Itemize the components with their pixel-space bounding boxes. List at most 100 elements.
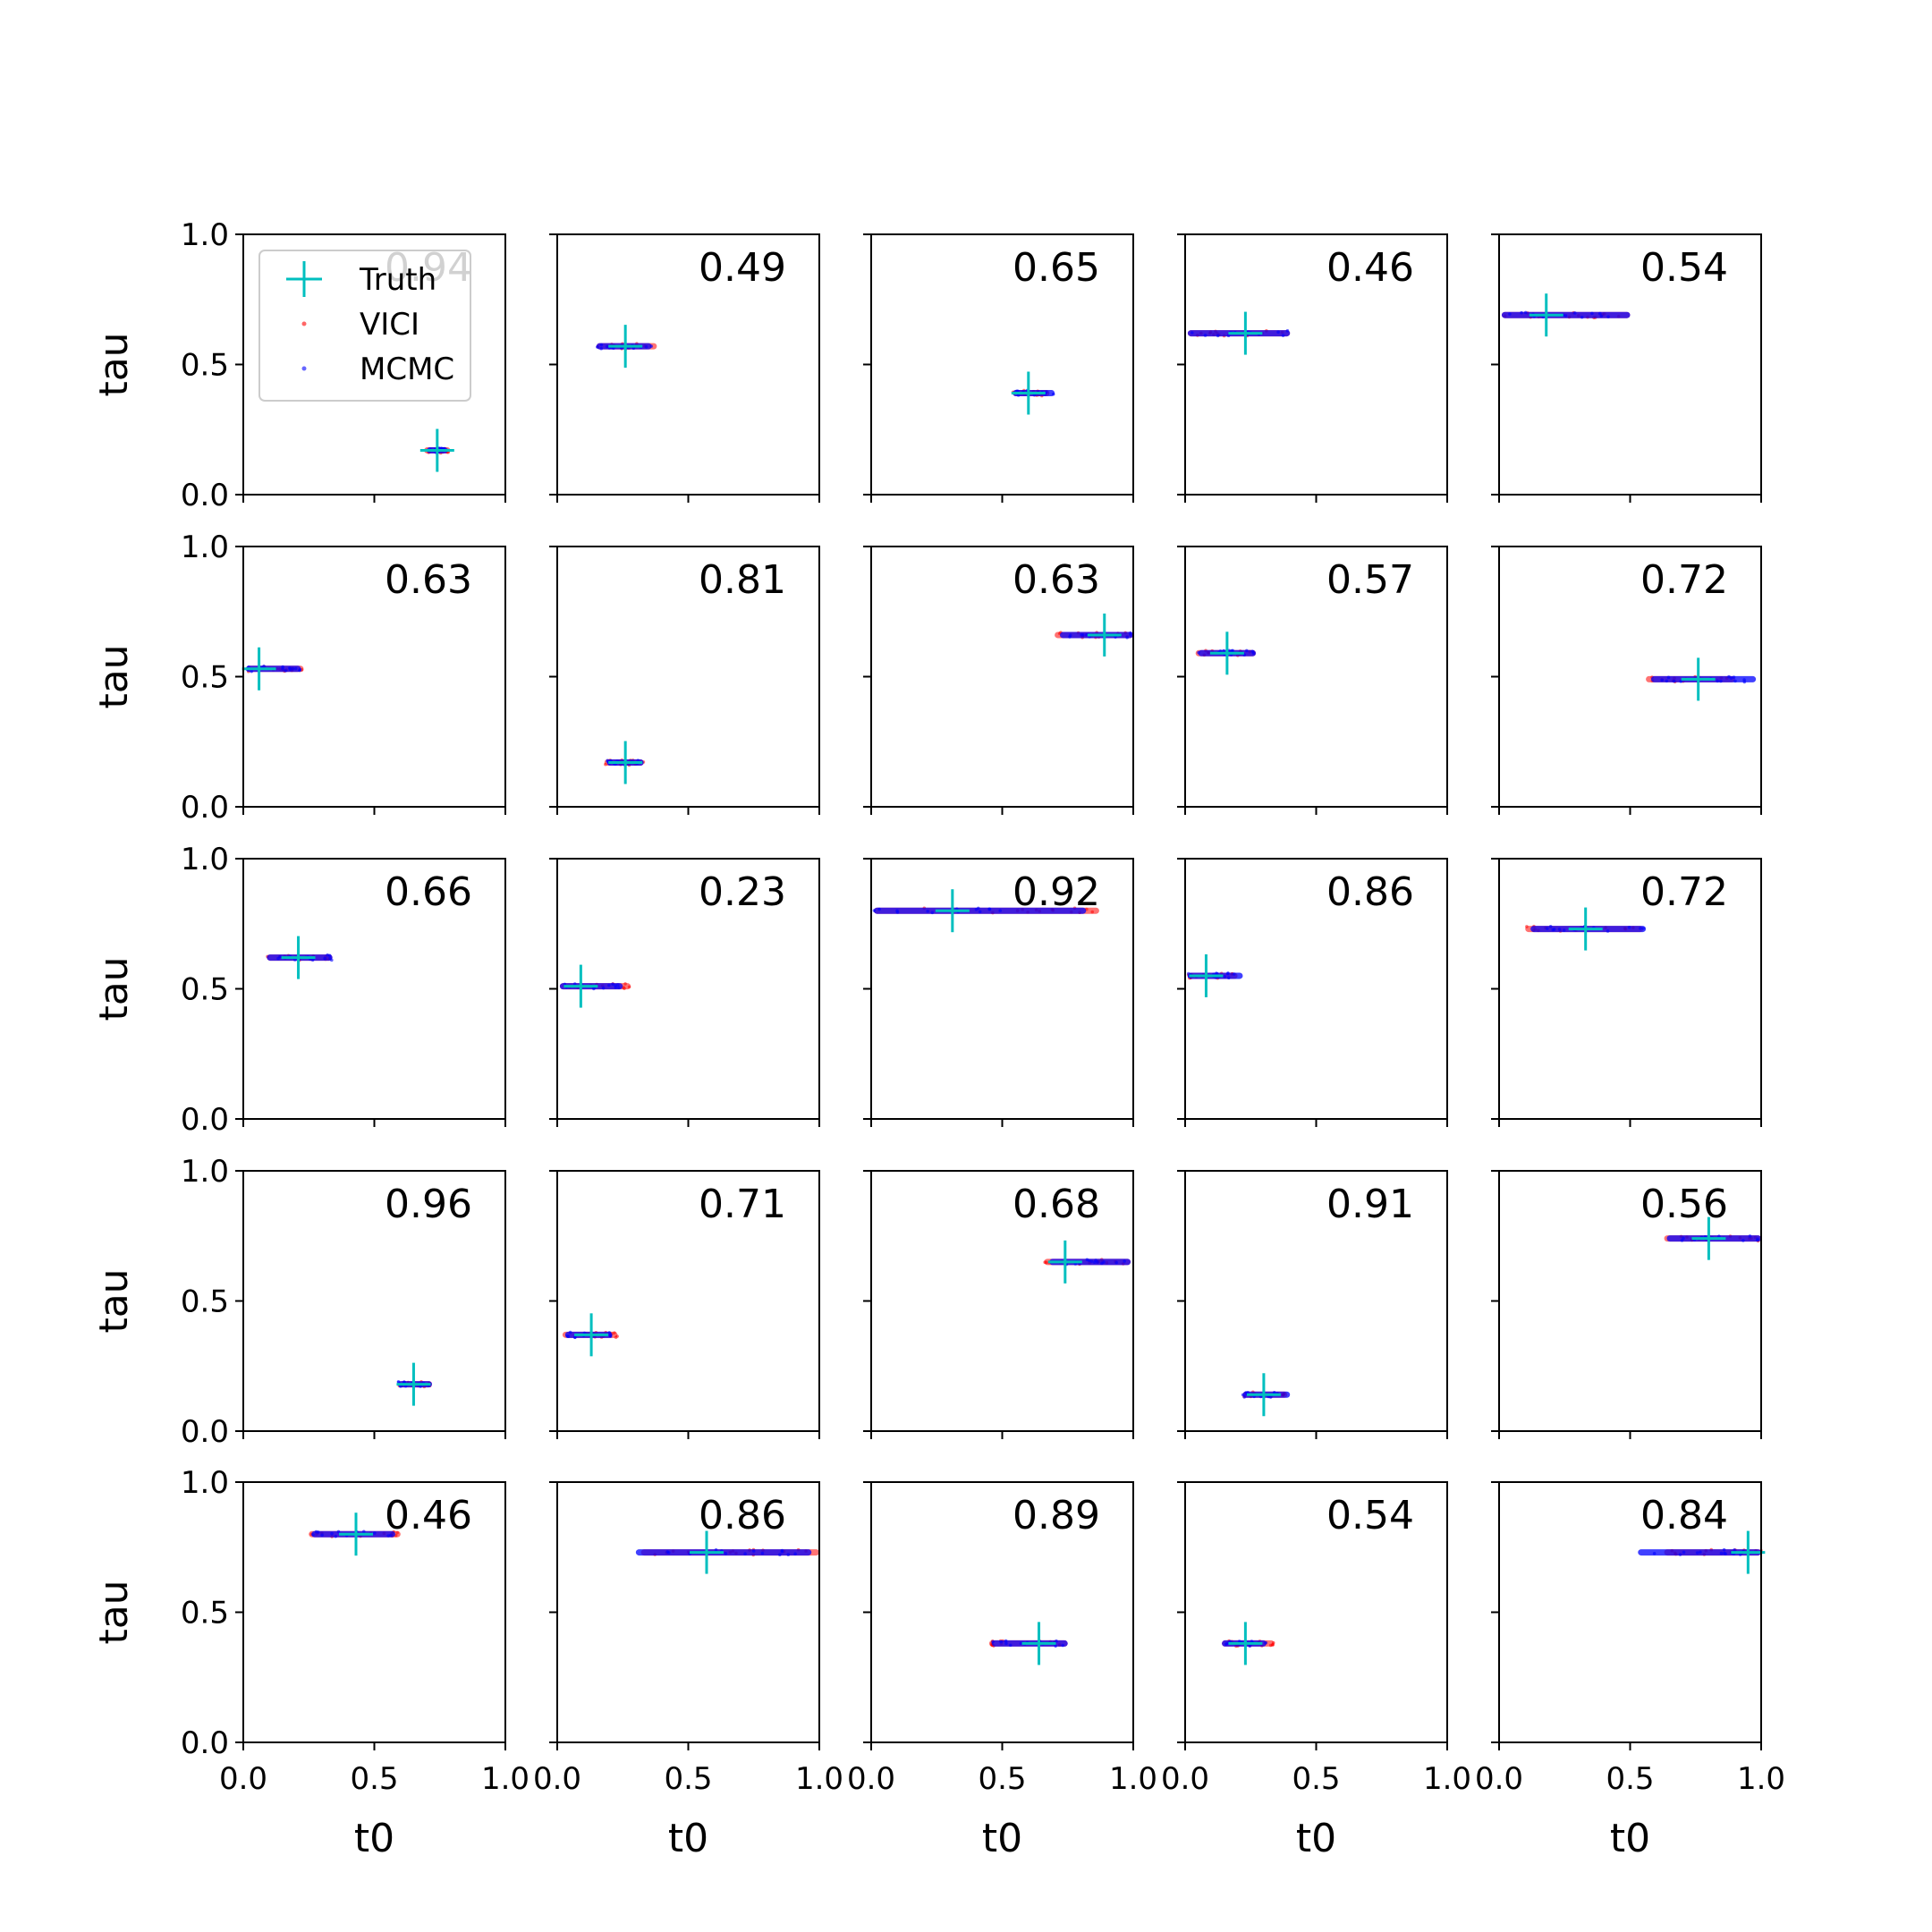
mcmc-sample-point	[1572, 311, 1577, 315]
mcmc-sample-point	[1272, 1390, 1276, 1394]
mcmc-sample-point	[793, 1552, 797, 1555]
panel-grid: 0.940.00.51.0tau0.490.650.460.540.630.00…	[91, 217, 1785, 1861]
mcmc-sample-point	[1733, 1547, 1736, 1552]
truth-marker	[1228, 311, 1263, 355]
truth-marker	[419, 428, 454, 472]
vici-sample-point	[395, 1530, 399, 1535]
panel-score: 0.49	[699, 245, 786, 291]
panel-score: 0.63	[1013, 557, 1100, 603]
panel-13: 0.92	[863, 858, 1134, 1127]
mcmc-sample-point	[1717, 1234, 1721, 1238]
panel-8: 0.63	[863, 546, 1134, 815]
mcmc-sample-point	[991, 1640, 995, 1644]
mcmc-sample-point	[617, 986, 621, 989]
mcmc-sample-point	[1724, 1552, 1727, 1555]
mcmc-sample-point	[1729, 676, 1733, 680]
legend-entry-vici: VICI	[301, 307, 419, 343]
panel-score: 0.91	[1326, 1182, 1414, 1227]
x-axis-label: t0	[1610, 1816, 1650, 1861]
mcmc-sample-point	[1085, 1258, 1089, 1262]
legend-frame	[258, 250, 471, 402]
x-axis-label: t0	[668, 1816, 708, 1861]
x-tick-label: 0.5	[1606, 1761, 1654, 1797]
mcmc-sample-point	[1248, 1644, 1251, 1648]
mcmc-sample-point	[667, 1551, 671, 1555]
mcmc-sample-point	[778, 1553, 782, 1557]
mcmc-sample-point	[599, 343, 604, 347]
mcmc-sample-point	[1051, 392, 1055, 396]
y-tick-label: 0.0	[181, 1725, 229, 1761]
truth-marker	[1731, 1530, 1766, 1574]
truth-marker	[1189, 953, 1224, 997]
mcmc-sample-point	[1264, 1640, 1268, 1645]
mcmc-sample-point	[644, 344, 648, 349]
x-axis-label: t0	[982, 1816, 1022, 1861]
mcmc-sample-point	[1203, 334, 1208, 337]
truth-marker	[281, 936, 316, 979]
truth-marker	[564, 964, 598, 1008]
mcmc-sample-point	[1224, 1642, 1228, 1647]
mcmc-samples	[635, 1547, 812, 1557]
vici-sample-point	[1525, 925, 1529, 928]
mcmc-sample-point	[310, 958, 315, 962]
mcmc-sample-point	[1606, 929, 1610, 933]
mcmc-sample-point	[608, 1334, 613, 1337]
x-tick-label: 1.0	[481, 1761, 530, 1797]
panel-5: 0.54	[1491, 233, 1762, 503]
mcmc-sample-point	[327, 953, 332, 958]
mcmc-sample-point	[287, 666, 292, 670]
y-tick-label: 0.0	[181, 1102, 229, 1138]
mcmc-sample-point	[1557, 928, 1562, 931]
mcmc-sample-point	[1061, 1643, 1065, 1648]
vici-sample-point	[623, 982, 627, 986]
panel-12: 0.23	[549, 858, 820, 1127]
x-tick-label: 1.0	[1109, 1761, 1157, 1797]
mcmc-sample-point	[616, 983, 620, 987]
mcmc-sample-point	[572, 982, 577, 986]
panel-score: 0.86	[1326, 869, 1414, 915]
mcmc-sample-point	[1241, 1393, 1245, 1397]
panel-6: 0.63 0.0 0.5 1.0 tau	[91, 530, 506, 826]
mcmc-sample-point	[1722, 1547, 1726, 1552]
mcmc-sample-band	[635, 1549, 812, 1556]
truth-marker	[1228, 1622, 1263, 1665]
mcmc-sample-point	[1660, 678, 1665, 682]
vici-sample-point	[604, 762, 607, 767]
y-tick-label: 1.0	[181, 1465, 229, 1501]
mcmc-sample-point	[330, 1531, 334, 1536]
mcmc-sample-point	[1231, 648, 1235, 653]
legend-entry-truth: Truth	[286, 261, 436, 298]
panel-score: 0.81	[699, 557, 786, 603]
mcmc-sample-point	[1245, 648, 1249, 653]
x-tick-label: 0.0	[1475, 1761, 1523, 1797]
x-tick-label: 0.0	[1161, 1761, 1209, 1797]
mcmc-sample-point	[1665, 679, 1669, 683]
mcmc-sample-point	[278, 954, 283, 959]
panel-7: 0.81	[549, 546, 820, 815]
mcmc-sample-point	[1627, 925, 1631, 929]
mcmc-sample-point	[1197, 650, 1200, 655]
mcmc-sample-point	[1004, 1641, 1008, 1646]
y-axis-label: tau	[91, 956, 137, 1021]
mcmc-sample-point	[334, 1534, 338, 1538]
panel-17: 0.71	[549, 1170, 820, 1439]
panel-21: 0.46 0.0 0.5 1.0 0.0 0.5 1.0 tau t0	[91, 1465, 530, 1861]
truth-marker	[1529, 293, 1563, 337]
mcmc-sample-point	[930, 911, 935, 915]
x-axis-label: t0	[1296, 1816, 1336, 1861]
legend: Truth VICI MCMC	[258, 250, 471, 402]
y-tick-label: 0.5	[181, 1596, 229, 1631]
mcmc-sample-point	[1129, 631, 1132, 635]
panel-score: 0.84	[1640, 1493, 1728, 1538]
y-tick-label: 1.0	[181, 1154, 229, 1190]
mcmc-sample-point	[999, 1640, 1004, 1644]
mcmc-sample-point	[895, 909, 899, 913]
mcmc-sample-point	[1666, 675, 1671, 680]
panel-4: 0.46	[1177, 233, 1448, 503]
panel-score: 0.66	[385, 869, 472, 915]
x-tick-label: 1.0	[1737, 1761, 1785, 1797]
mcmc-sample-point	[607, 983, 611, 987]
mcmc-sample-point	[1716, 679, 1719, 683]
y-tick-label: 0.5	[181, 1284, 229, 1320]
